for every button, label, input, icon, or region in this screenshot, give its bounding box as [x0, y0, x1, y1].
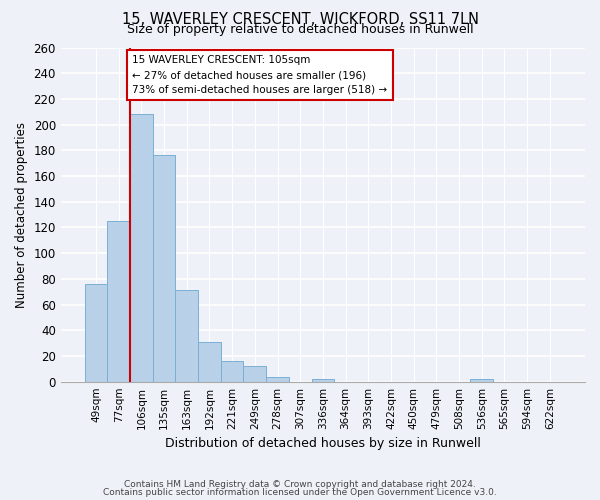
- Bar: [221, 361, 244, 382]
- Bar: [152, 156, 175, 382]
- Bar: [311, 379, 334, 382]
- Bar: [85, 284, 107, 382]
- Text: Contains public sector information licensed under the Open Government Licence v3: Contains public sector information licen…: [103, 488, 497, 497]
- Bar: [198, 342, 221, 382]
- Text: Size of property relative to detached houses in Runwell: Size of property relative to detached ho…: [127, 24, 473, 36]
- Y-axis label: Number of detached properties: Number of detached properties: [15, 122, 28, 308]
- Bar: [175, 290, 198, 382]
- X-axis label: Distribution of detached houses by size in Runwell: Distribution of detached houses by size …: [165, 437, 481, 450]
- Text: Contains HM Land Registry data © Crown copyright and database right 2024.: Contains HM Land Registry data © Crown c…: [124, 480, 476, 489]
- Bar: [266, 376, 289, 382]
- Bar: [244, 366, 266, 382]
- Bar: [470, 379, 493, 382]
- Bar: [130, 114, 152, 382]
- Bar: [107, 221, 130, 382]
- Text: 15 WAVERLEY CRESCENT: 105sqm
← 27% of detached houses are smaller (196)
73% of s: 15 WAVERLEY CRESCENT: 105sqm ← 27% of de…: [132, 55, 388, 95]
- Text: 15, WAVERLEY CRESCENT, WICKFORD, SS11 7LN: 15, WAVERLEY CRESCENT, WICKFORD, SS11 7L…: [121, 12, 479, 28]
